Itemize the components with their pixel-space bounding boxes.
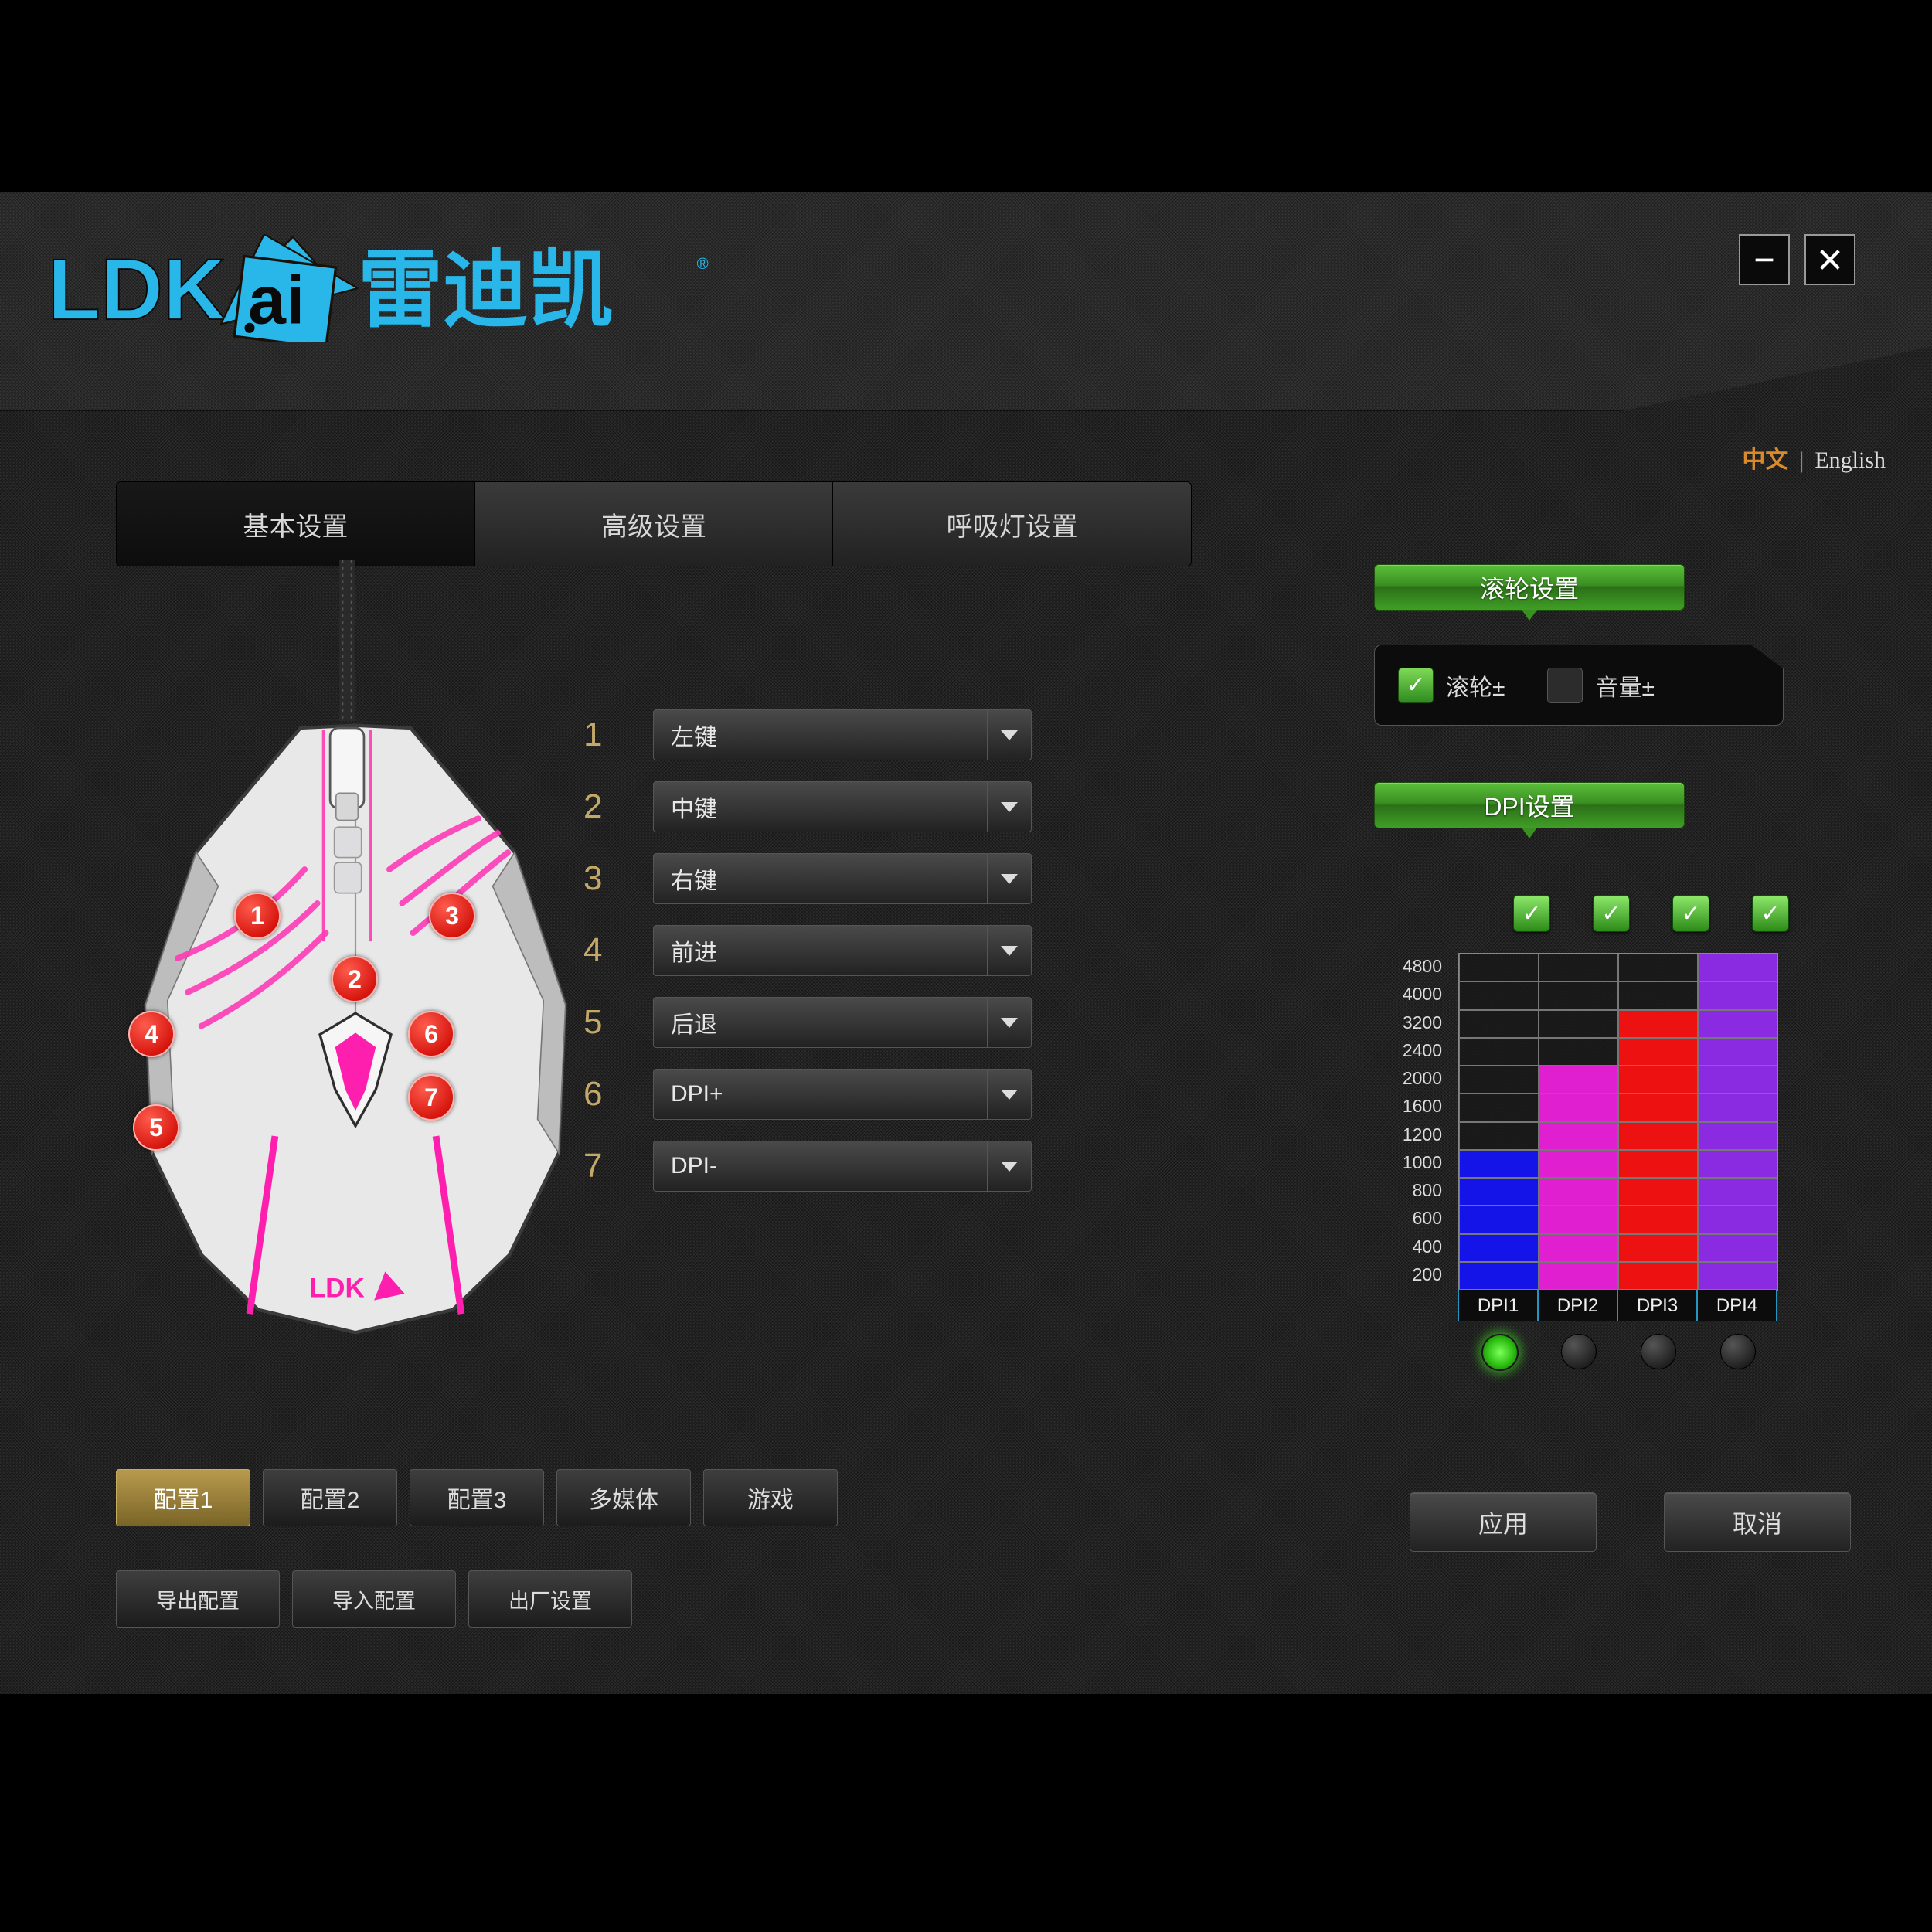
svg-text:®: ® <box>697 255 709 273</box>
svg-text:LDK: LDK <box>309 1273 365 1303</box>
svg-text:ai: ai <box>248 263 304 338</box>
svg-text:LDK: LDK <box>48 241 226 338</box>
svg-text:雷迪凯: 雷迪凯 <box>358 243 613 338</box>
